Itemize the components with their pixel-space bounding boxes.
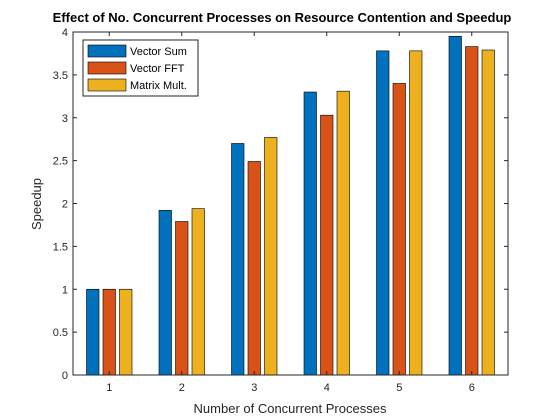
y-tick-label: 1 <box>62 284 68 296</box>
legend-swatch <box>87 44 127 58</box>
x-tick-label: 5 <box>396 382 402 394</box>
y-axis-ticks: 0 0.5 1 1.5 2 2.5 3 3.5 4 <box>53 27 508 382</box>
y-tick-label: 0 <box>62 370 68 382</box>
x-axis-ticks: 1 2 3 4 5 6 <box>106 32 475 394</box>
y-tick-label: 4 <box>62 27 68 39</box>
bar-matrix-mult-2 <box>191 208 205 376</box>
bar-vector-fft-6 <box>465 46 479 376</box>
bar-vector-sum-3 <box>231 143 245 376</box>
y-axis-title: Speedup <box>29 178 44 230</box>
legend-label: Vector Sum <box>130 46 187 58</box>
bar-vector-sum-5 <box>376 50 390 376</box>
y-tick-label: 2.5 <box>53 156 68 168</box>
bar-matrix-mult-5 <box>409 50 423 376</box>
bar-vector-fft-1 <box>102 288 116 376</box>
bar-vector-fft-4 <box>320 114 334 376</box>
bar-vector-sum-6 <box>448 35 462 376</box>
x-tick-label: 2 <box>179 382 185 394</box>
bars-group <box>86 35 495 376</box>
bar-matrix-mult-1 <box>119 288 133 376</box>
bar-matrix-mult-3 <box>264 137 278 376</box>
bar-vector-sum-4 <box>303 91 317 376</box>
x-tick-label: 4 <box>324 382 330 394</box>
chart-title: Effect of No. Concurrent Processes on Re… <box>53 10 512 25</box>
bar-vector-fft-3 <box>247 161 261 376</box>
y-tick-label: 2 <box>62 199 68 211</box>
bar-vector-fft-5 <box>392 83 406 376</box>
x-tick-label: 1 <box>106 382 112 394</box>
x-tick-label: 3 <box>251 382 257 394</box>
bar-matrix-mult-6 <box>481 49 495 376</box>
y-tick-label: 3.5 <box>53 70 68 82</box>
y-tick-label: 0.5 <box>53 327 68 339</box>
y-tick-label: 3 <box>62 113 68 125</box>
legend-label: Matrix Mult. <box>130 80 187 92</box>
legend: Vector Sum Vector FFT Matrix Mult. <box>82 39 199 97</box>
y-tick-label: 1.5 <box>53 241 68 253</box>
bar-vector-sum-2 <box>158 210 172 376</box>
x-axis-title: Number of Concurrent Processes <box>194 401 387 416</box>
legend-label: Vector FFT <box>130 63 185 75</box>
legend-swatch <box>87 61 127 75</box>
bar-matrix-mult-4 <box>336 90 350 376</box>
x-tick-label: 6 <box>469 382 475 394</box>
bar-vector-sum-1 <box>86 288 100 376</box>
legend-swatch <box>87 78 127 92</box>
bar-vector-fft-2 <box>175 221 189 376</box>
